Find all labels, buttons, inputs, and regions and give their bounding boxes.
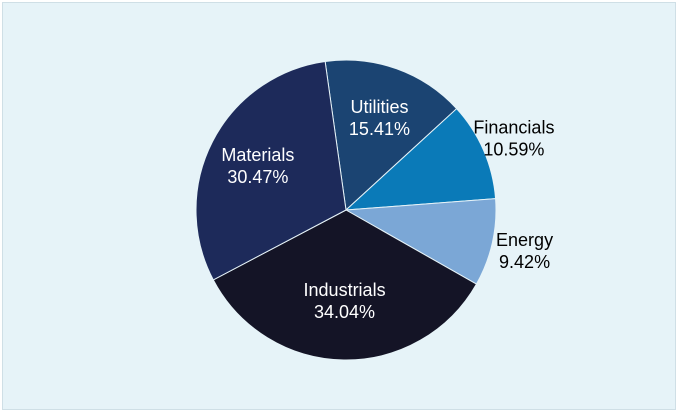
slice-category-label: Utilities <box>350 97 408 117</box>
slice-category-label: Materials <box>221 145 294 165</box>
slice-percent-label: 9.42% <box>499 252 550 272</box>
pie-slice-materials <box>195 60 347 281</box>
pie-labels: Utilities 15.41% Financials 10.59% Energy 9.4… <box>221 97 554 322</box>
pie-slice-financials <box>344 107 497 211</box>
pie-slices <box>195 59 497 361</box>
pie-slice-industrials <box>212 209 478 361</box>
slice-percent-label: 34.04% <box>314 302 375 322</box>
slice-percent-label: 10.59% <box>483 139 544 159</box>
slice-percent-label: 30.47% <box>227 167 288 187</box>
slice-label-materials: Materials 30.47% <box>221 145 294 187</box>
slice-category-label: Financials <box>473 117 554 137</box>
slice-category-label: Energy <box>496 230 553 250</box>
slice-label-energy: Energy 9.42% <box>496 230 553 272</box>
slice-category-label: Industrials <box>304 280 386 300</box>
slice-label-utilities: Utilities 15.41% <box>349 97 410 139</box>
pie-slice-utilities <box>324 59 458 212</box>
slice-percent-label: 15.41% <box>349 119 410 139</box>
slice-label-financials: Financials 10.59% <box>473 117 554 159</box>
pie-slice-energy <box>344 198 497 285</box>
slice-label-industrials: Industrials 34.04% <box>304 280 386 322</box>
